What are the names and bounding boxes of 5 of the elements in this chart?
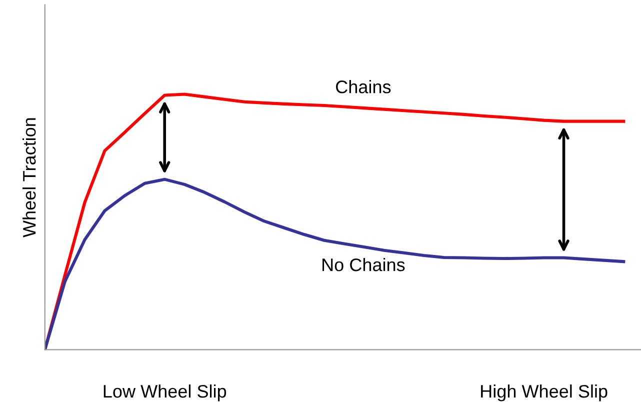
y-axis-title: Wheel Traction: [22, 118, 36, 238]
series-label: Chains: [336, 80, 391, 94]
series-label: No Chains: [322, 258, 405, 272]
x-tick-label: Low Wheel Slip: [104, 384, 226, 402]
x-tick-label: High Wheel Slip: [481, 384, 608, 402]
